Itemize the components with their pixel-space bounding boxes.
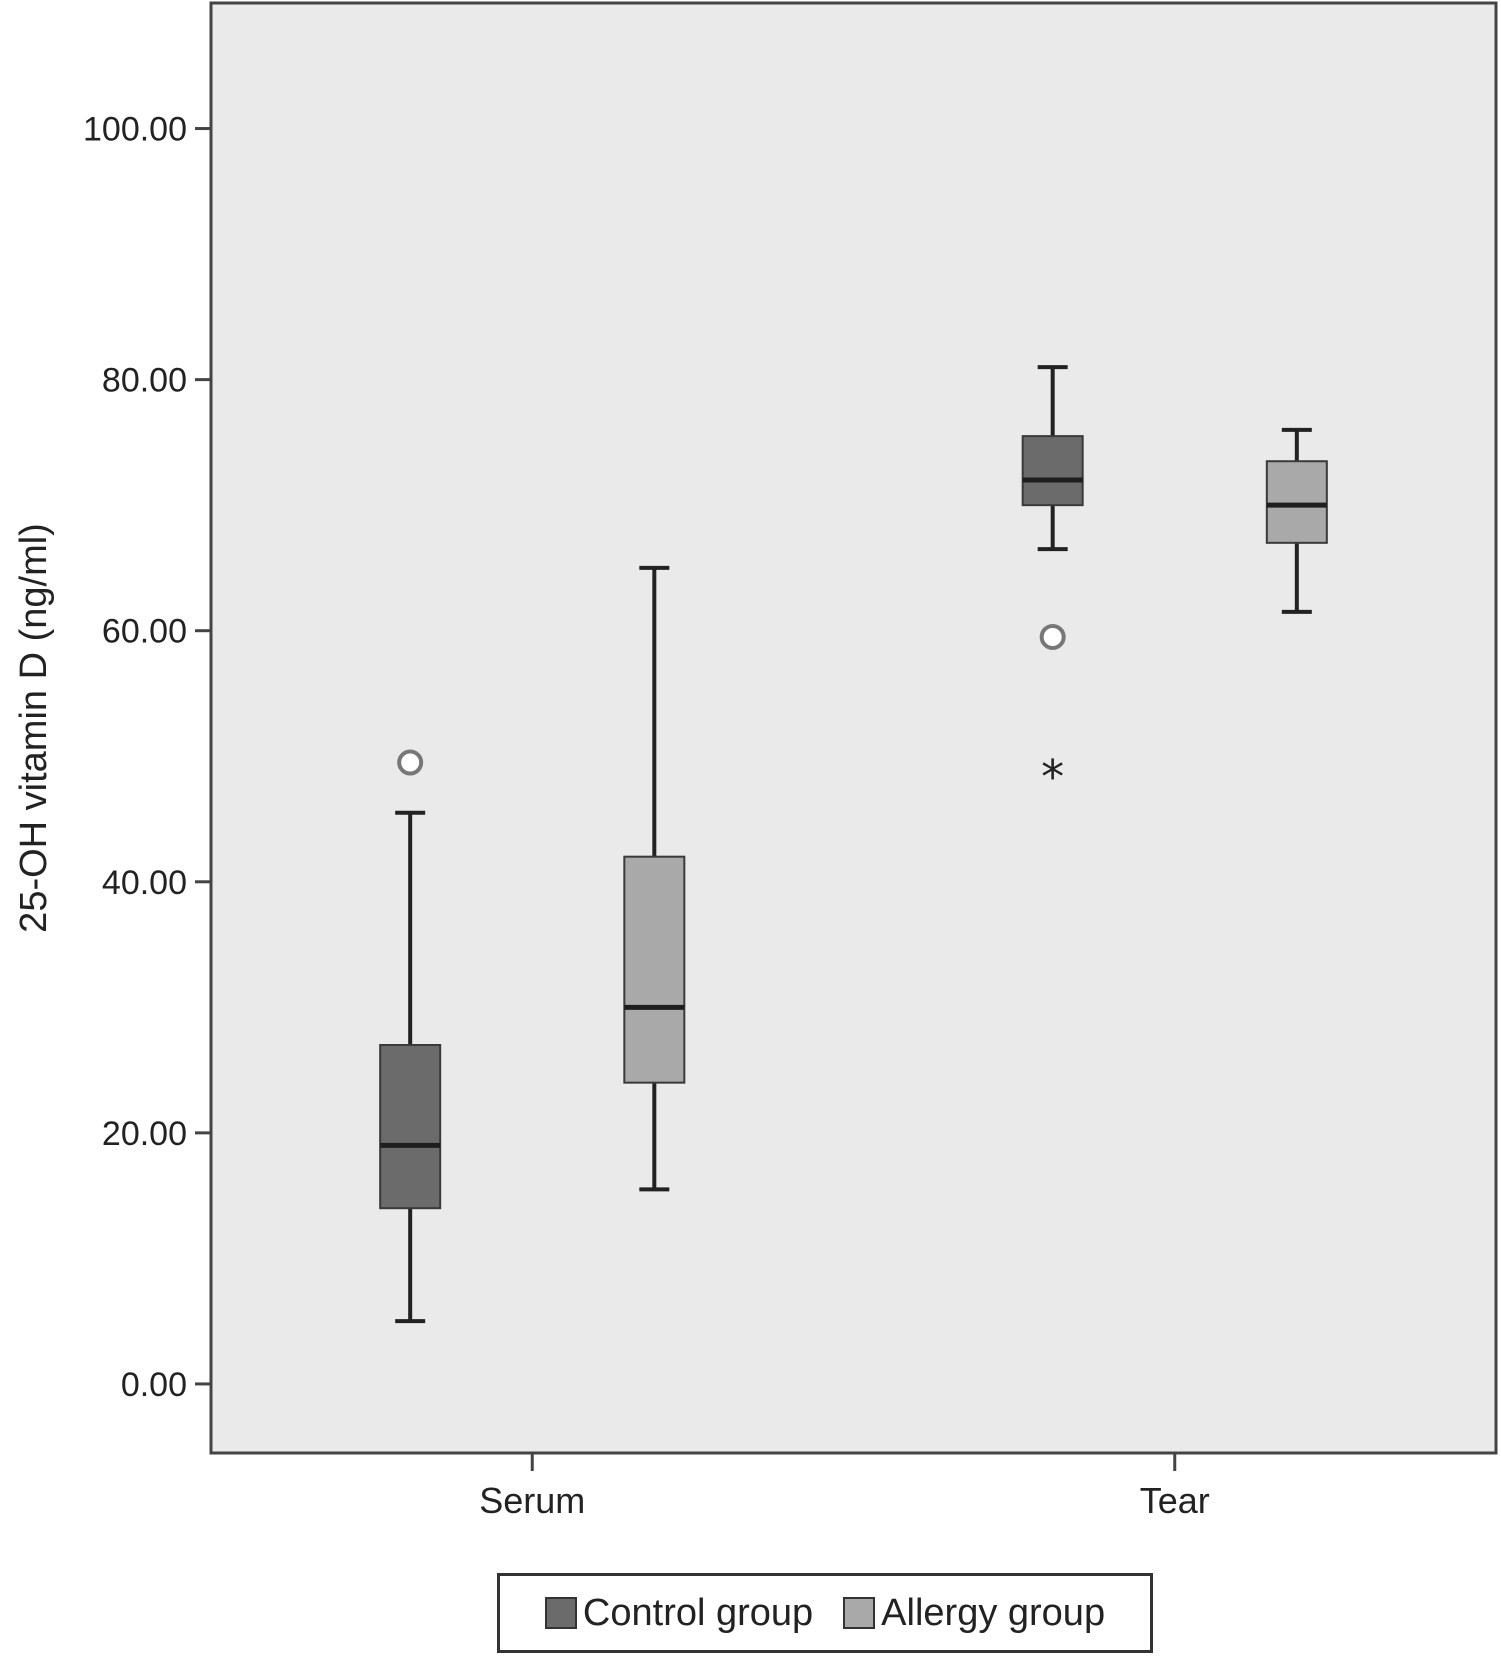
legend-item-allergy: Allergy group: [843, 1592, 1105, 1635]
legend-label-control: Control group: [582, 1591, 814, 1634]
iqr-box: [623, 855, 686, 1084]
y-axis: 0.00 20.00 40.00 60.00 80.00 100.00: [83, 111, 211, 1404]
legend-item-control: Control group: [544, 1591, 814, 1635]
legend: Control group Allergy group: [497, 1573, 1153, 1653]
legend-swatch-control: [544, 1597, 577, 1629]
iqr-box: [379, 1043, 442, 1210]
x-tick-label: Tear: [1140, 1480, 1210, 1521]
legend-swatch-allergy: [843, 1597, 876, 1629]
box-serum-control: [379, 749, 442, 1324]
outlier-circle: [397, 749, 424, 776]
iqr-box: [1021, 435, 1084, 507]
box-tear-control: *: [1021, 365, 1084, 804]
y-tick-label: 80.00: [102, 362, 187, 400]
plot-area: [209, 1, 1498, 1455]
y-tick-label: 0.00: [121, 1366, 187, 1404]
y-tick-label: 20.00: [102, 1115, 187, 1153]
box-tear-allergy: [1265, 427, 1328, 614]
outlier-star: *: [1041, 750, 1064, 804]
box-serum-allergy: [623, 565, 686, 1192]
y-axis-title: 25-OH vitamin D (ng/ml): [13, 523, 55, 933]
iqr-box: [1265, 460, 1328, 544]
y-tick-label: 100.00: [83, 111, 187, 149]
legend-label-allergy: Allergy group: [881, 1591, 1106, 1634]
x-tick-label: Serum: [479, 1480, 585, 1521]
y-tick-label: 40.00: [102, 864, 187, 902]
boxes: *: [379, 365, 1328, 1324]
x-axis: Serum Tear: [479, 1453, 1210, 1521]
y-tick-label: 60.00: [102, 613, 187, 651]
outlier-circle: [1039, 623, 1066, 650]
